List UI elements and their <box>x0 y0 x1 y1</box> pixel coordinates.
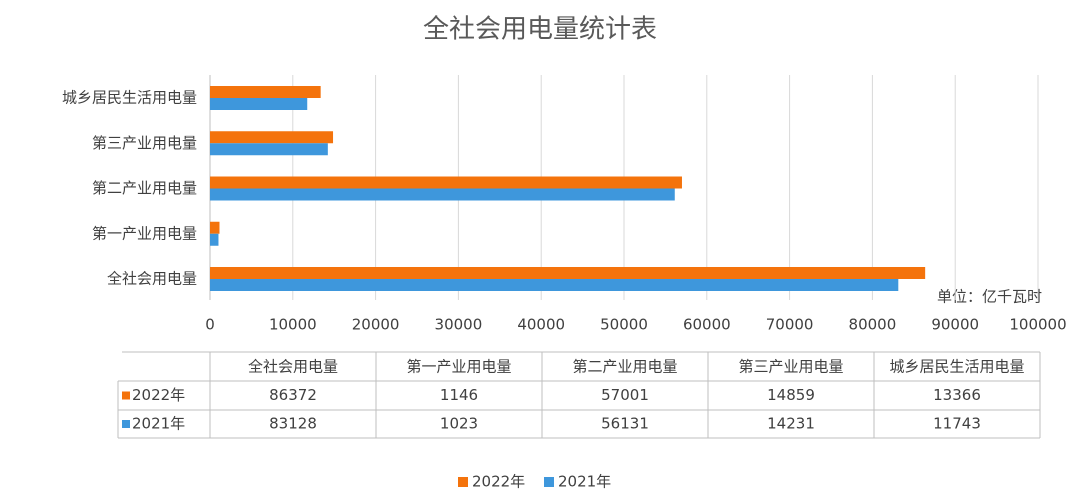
table-cell: 57001 <box>601 386 649 404</box>
table-cell: 83128 <box>269 415 317 433</box>
x-tick-label: 90000 <box>931 316 979 334</box>
table-header: 全社会用电量 <box>248 358 338 376</box>
x-tick-label: 70000 <box>766 316 814 334</box>
y-tick-label: 第二产业用电量 <box>92 179 197 197</box>
x-tick-label: 0 <box>205 316 215 334</box>
legend-label: 2022年 <box>472 473 525 491</box>
chart-title: 全社会用电量统计表 <box>423 15 657 45</box>
bar <box>210 233 219 246</box>
bar <box>210 188 675 201</box>
table-cell: 1023 <box>440 415 478 433</box>
table-swatch <box>122 420 130 428</box>
table-cell: 11743 <box>933 415 981 433</box>
table-cell: 14231 <box>767 415 815 433</box>
bar <box>210 131 334 144</box>
table-swatch <box>122 391 130 400</box>
unit-note: 单位：亿千瓦时 <box>937 288 1042 306</box>
bar <box>210 98 308 110</box>
table-header: 城乡居民生活用电量 <box>889 358 1024 376</box>
table-cell: 86372 <box>269 386 317 404</box>
table-header: 第三产业用电量 <box>738 358 843 376</box>
x-tick-label: 20000 <box>352 316 400 334</box>
bar <box>210 221 220 234</box>
x-tick-label: 60000 <box>683 316 731 334</box>
table-row-label: 2022年 <box>132 386 185 404</box>
x-tick-label: 40000 <box>517 316 565 334</box>
table-row-label: 2021年 <box>132 415 185 433</box>
table-cell: 56131 <box>601 415 649 433</box>
x-tick-label: 30000 <box>435 316 483 334</box>
bar <box>210 143 328 156</box>
table-header: 第二产业用电量 <box>572 358 677 376</box>
legend-label: 2021年 <box>558 473 611 491</box>
table-cell: 1146 <box>440 386 478 404</box>
legend-swatch <box>544 477 554 487</box>
bar <box>210 86 321 98</box>
y-tick-label: 第一产业用电量 <box>92 224 197 242</box>
table-header: 第一产业用电量 <box>406 358 511 376</box>
y-tick-label: 第三产业用电量 <box>92 134 197 152</box>
x-tick-label: 10000 <box>269 316 317 334</box>
bar <box>210 279 899 291</box>
x-tick-label: 80000 <box>849 316 897 334</box>
y-tick-label: 全社会用电量 <box>107 270 197 288</box>
y-tick-label: 城乡居民生活用电量 <box>62 89 197 107</box>
table-cell: 13366 <box>933 386 981 404</box>
bar <box>210 267 926 279</box>
bar <box>210 176 682 189</box>
legend-swatch <box>458 477 468 487</box>
table-cell: 14859 <box>767 386 815 404</box>
x-tick-label: 100000 <box>1009 316 1066 334</box>
x-tick-label: 50000 <box>600 316 648 334</box>
